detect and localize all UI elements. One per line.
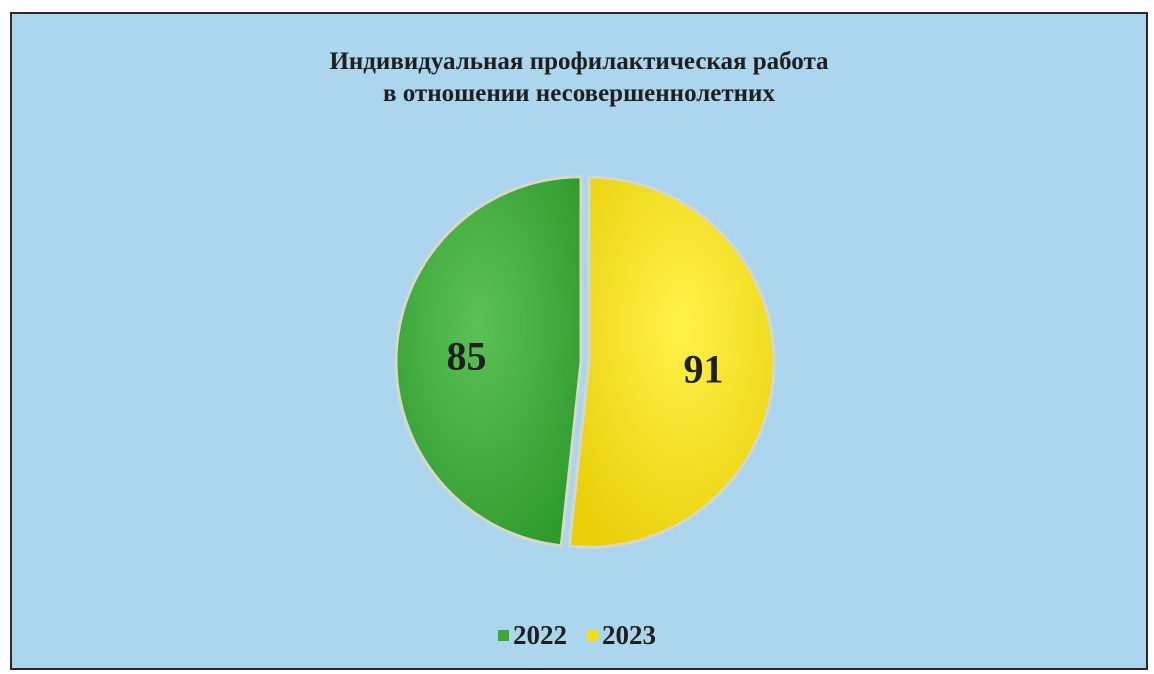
pie-slice-2022 — [394, 175, 583, 548]
chart-title-line-1: Индивидуальная профилактическая работа — [329, 48, 829, 75]
pie-slice-2023 — [567, 175, 776, 549]
legend-item-2022: 2022 — [498, 620, 567, 651]
legend-item-2023: 2023 — [587, 620, 656, 651]
data-label-2023: 91 — [684, 346, 724, 391]
legend-swatch-2022 — [498, 630, 509, 641]
chart-title-line-2: в отношении несовершеннолетних — [383, 80, 775, 107]
legend-swatch-2023 — [587, 630, 598, 641]
data-label-2022: 85 — [446, 334, 486, 379]
legend-label-2023: 2023 — [602, 620, 656, 650]
legend-label-2022: 2022 — [513, 620, 567, 650]
chart-title: Индивидуальная профилактическая работа в… — [12, 46, 1146, 110]
chart-legend: 2022 2023 — [0, 620, 1154, 651]
